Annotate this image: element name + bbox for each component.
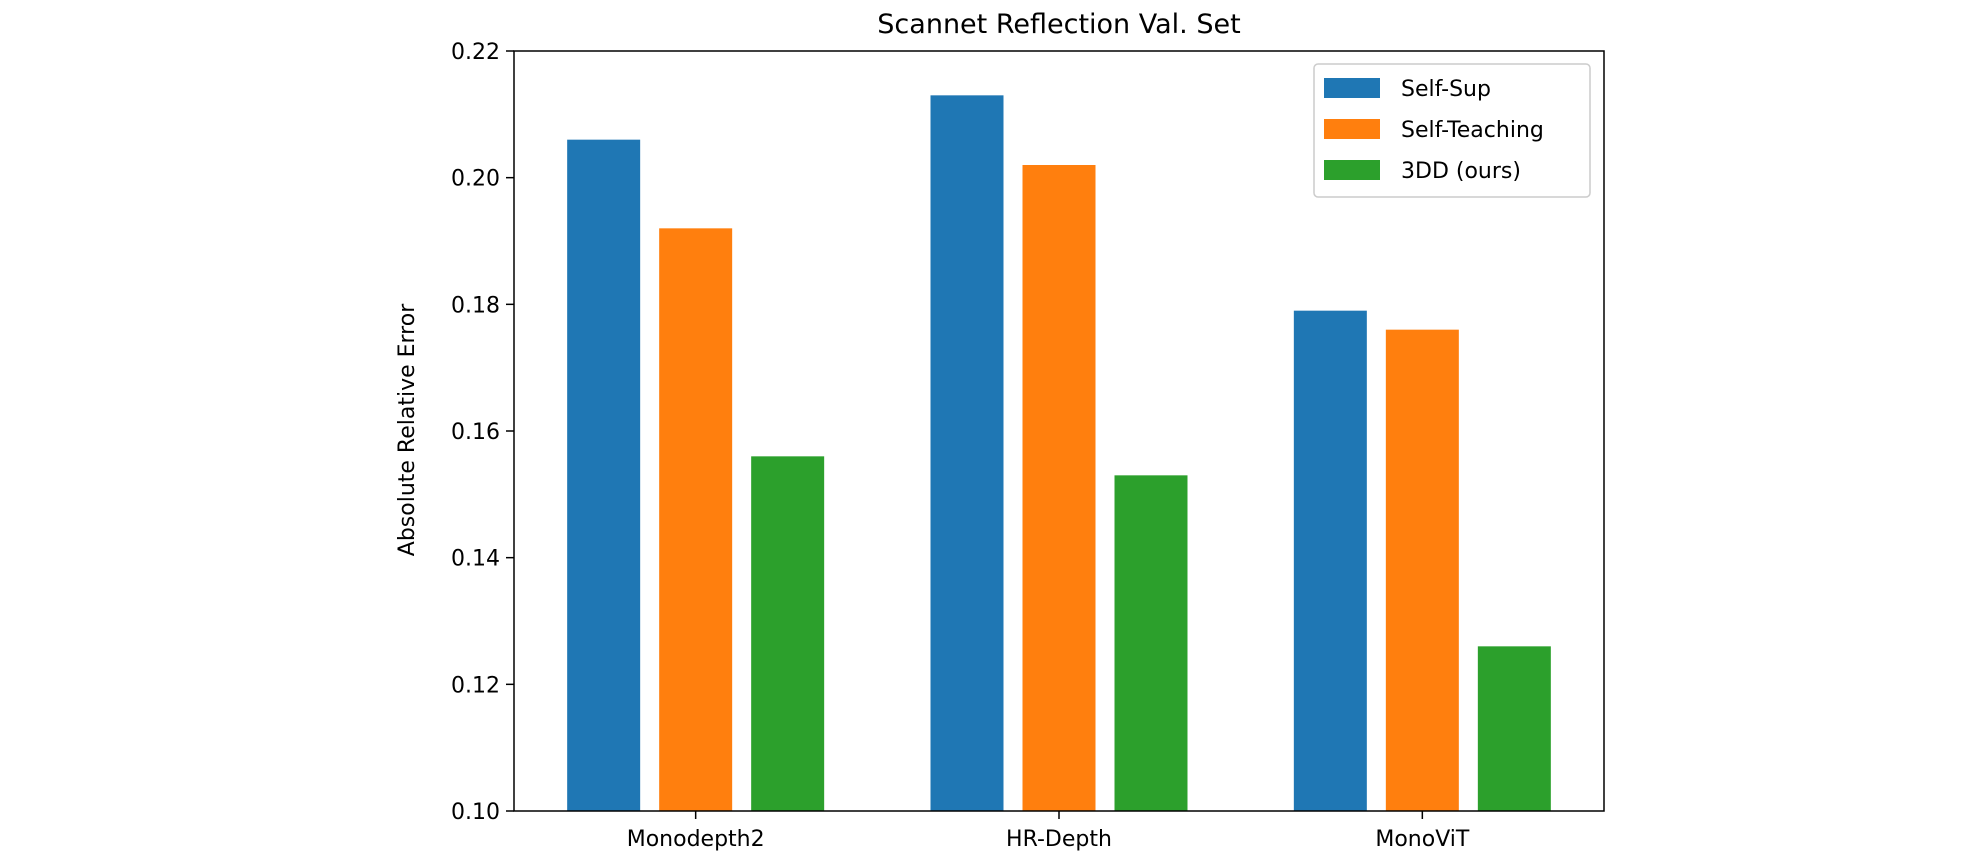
legend: Self-Sup Self-Teaching 3DD (ours)	[1313, 63, 1591, 198]
legend-label: Self-Sup	[1401, 77, 1491, 102]
y-axis-title: Absolute Relative Error	[395, 303, 420, 556]
y-tick-label: 0.20	[451, 167, 500, 192]
y-tick-label: 0.16	[451, 420, 500, 445]
bar-3dd-ours-hr-depth	[1114, 475, 1188, 811]
legend-swatch	[1324, 78, 1380, 98]
y-tick-label: 0.14	[451, 547, 500, 572]
y-tick-label: 0.22	[451, 40, 500, 65]
bar-self-teaching-hr-depth	[1022, 165, 1096, 811]
y-tick-label: 0.10	[451, 800, 500, 825]
chart-title: Scannet Reflection Val. Set	[877, 9, 1240, 40]
bar-self-sup-monodepth2	[567, 139, 641, 811]
legend-label: 3DD (ours)	[1401, 159, 1521, 184]
bar-self-teaching-monovit	[1385, 329, 1459, 811]
plot-frame	[513, 50, 1605, 812]
y-tick-label: 0.18	[451, 293, 500, 318]
bar-3dd-ours-monovit	[1477, 646, 1551, 811]
bar-self-sup-monovit	[1293, 310, 1367, 811]
x-axis: Monodepth2 HR-Depth MonoViT	[627, 811, 1470, 852]
y-axis: 0.10 0.12 0.14 0.16 0.18 0.20 0.22	[451, 40, 514, 825]
legend-label: Self-Teaching	[1401, 118, 1544, 143]
legend-swatch	[1324, 160, 1380, 180]
x-tick-label: HR-Depth	[1006, 827, 1112, 852]
bar-self-teaching-monodepth2	[659, 228, 733, 812]
x-tick-label: MonoViT	[1375, 827, 1470, 852]
bar-self-sup-hr-depth	[930, 95, 1004, 812]
bars-layer	[567, 95, 1551, 812]
y-tick-label: 0.12	[451, 673, 500, 698]
legend-swatch	[1324, 119, 1380, 139]
x-tick-label: Monodepth2	[627, 827, 765, 852]
legend-box	[1313, 63, 1591, 198]
bar-3dd-ours-monodepth2	[751, 456, 825, 811]
